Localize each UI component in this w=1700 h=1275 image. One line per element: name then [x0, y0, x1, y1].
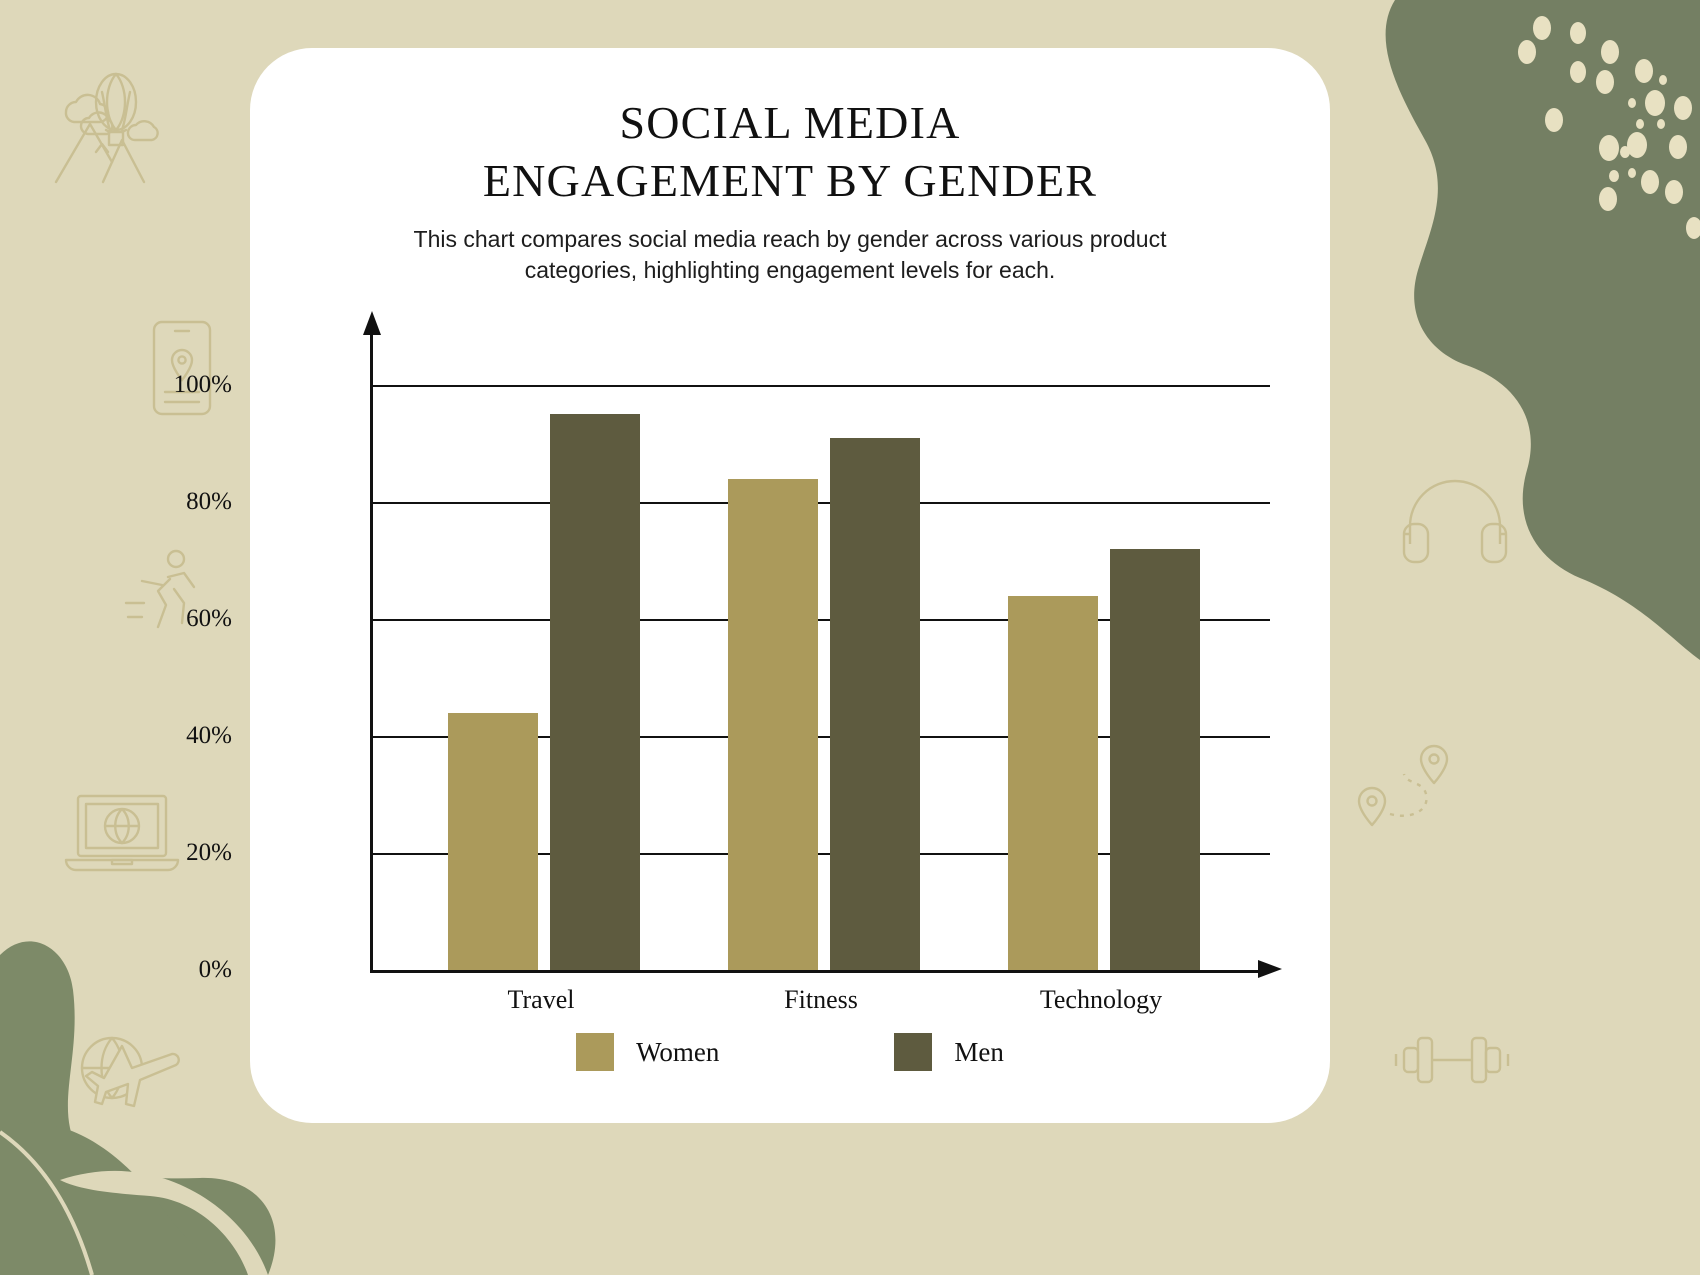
bar-technology-men: [1110, 548, 1200, 970]
cream-wedge-bottom: [60, 1170, 268, 1275]
bar-chart-plot: 0% 20% 40% 60% 80% 100% Travel Fitness Technolo…: [174, 311, 1282, 1014]
page-title: SOCIAL MEDIA ENGAGEMENT BY GENDER: [250, 94, 1330, 210]
x-axis-tick-label: Technology: [1039, 985, 1163, 1014]
title-line-2: ENGAGEMENT BY GENDER: [482, 155, 1098, 206]
y-axis-tick-label: 40%: [186, 722, 232, 749]
title-line-1: SOCIAL MEDIA: [619, 97, 961, 148]
y-axis-line: [370, 333, 373, 973]
chart-legend: Women Men: [250, 1033, 1330, 1071]
legend-swatch-men: [894, 1033, 933, 1071]
gridline: [373, 502, 1270, 504]
blob-bottom-left-2: [0, 1122, 236, 1275]
chart-card: SOCIAL MEDIA ENGAGEMENT BY GENDER This c…: [174, 48, 1330, 1123]
bar-technology-women: [1008, 595, 1098, 970]
bar-travel-women: [448, 712, 538, 970]
y-axis-tick-label: 100%: [173, 371, 232, 398]
x-axis-arrow-icon: [1258, 960, 1282, 978]
bar-fitness-women: [728, 478, 818, 970]
y-axis-arrow-icon: [363, 311, 381, 335]
y-axis-tick-label: 20%: [186, 839, 232, 866]
bar-group: [373, 333, 1270, 970]
gridline: [373, 619, 1270, 621]
blob-top-right: [1385, 0, 1700, 660]
legend-label: Men: [954, 1036, 1004, 1067]
chart-subtitle: This chart compares social media reach b…: [340, 224, 1240, 286]
bar-travel-men: [550, 414, 640, 970]
legend-item-women[interactable]: Women: [576, 1033, 719, 1071]
gridline: [373, 385, 1270, 387]
x-axis-line: [370, 970, 1260, 973]
y-axis-tick-label: 80%: [186, 488, 232, 515]
legend-swatch-women: [576, 1033, 615, 1071]
subtitle-line-2: categories, highlighting engagement leve…: [524, 257, 1056, 283]
bar-fitness-men: [830, 437, 920, 970]
x-axis-tick-label: Travel: [507, 985, 575, 1014]
x-axis-tick-label: Fitness: [784, 985, 858, 1014]
y-axis-tick-label: 60%: [186, 605, 232, 632]
blob-dots: [1518, 16, 1700, 239]
y-axis-tick-label: 0%: [198, 956, 232, 983]
gridline: [373, 736, 1270, 738]
gridline: [373, 853, 1270, 855]
legend-label: Women: [636, 1036, 720, 1067]
blob-accent-curve: [0, 1130, 94, 1275]
subtitle-line-1: This chart compares social media reach b…: [413, 226, 1167, 252]
legend-item-men[interactable]: Men: [894, 1033, 1004, 1071]
